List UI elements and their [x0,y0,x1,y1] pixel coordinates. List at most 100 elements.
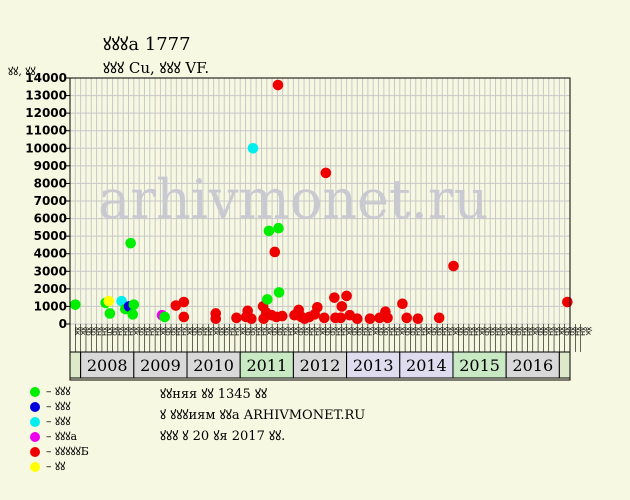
month-label: ꙋк [318,327,327,336]
month-label: ꙋн [493,327,502,336]
data-point [103,295,115,307]
month-label: ꙋн [525,327,534,336]
month-label: ꙋк [291,327,300,336]
month-label: ꙋк [584,327,593,336]
month-label: ꙋн [100,327,109,336]
y-tick-label: 3000 [34,264,67,278]
month-label: ꙋн [578,327,587,336]
data-point [258,313,269,325]
month-label: ꙋн [446,327,455,336]
month-label: ꙋр [461,327,470,336]
year-label: 2013 [353,356,394,375]
data-point [247,142,259,154]
month-label: ꙋр [89,327,98,336]
y-tick-label: 0 [59,317,67,331]
legend-item: – ꙋꙋꙋa [30,429,89,444]
month-label: ꙋк [344,327,353,336]
month-label: ꙋн [520,327,529,336]
month-label: ꙋн [366,327,375,336]
legend-swatch [30,461,40,472]
legend-label: – ꙋꙋꙋ [46,400,71,413]
year-band [186,351,241,379]
data-point [210,313,222,325]
month-label: ꙋн [552,327,561,336]
info-date: ꙋꙋꙋ ꙋ 20 ꙋя 2017 ꙋꙋ. [160,429,286,444]
data-point [70,299,81,310]
y-tick-label: 7000 [34,194,67,208]
y-tick-label: 9000 [34,159,67,173]
legend-label: – ꙋꙋꙋ [46,415,71,428]
data-points [70,79,573,325]
data-point [412,313,424,325]
month-label: ꙋк [398,327,407,336]
month-label: ꙋн [547,327,556,336]
y-axis-label: ꙋꙋ, ꙋꙋ [8,65,36,78]
legend-label: – ꙋꙋꙋ [46,385,71,398]
month-label: ꙋр [408,327,417,336]
legend-label: – ꙋꙋ [46,460,66,473]
year-band [80,351,135,379]
year-label: 2014 [406,356,447,375]
month-label: ꙋр [456,327,465,336]
data-point [562,296,573,308]
year-band [346,351,401,379]
year-label: 2016 [512,356,553,375]
month-label: ꙋк [238,327,247,336]
legend-swatch [30,431,40,442]
month-label: ꙋр [382,327,391,336]
y-tick-label: 8000 [34,176,67,190]
plot-frame [69,77,571,381]
month-label: ꙋр [568,327,577,336]
data-point [397,298,408,310]
month-axis: ꙋкꙋкꙋрꙋрꙋнꙋнꙋлꙋрꙋнꙋнꙋнꙋкꙋрꙋнꙋнꙋнꙋкꙋрꙋрꙋн… [69,324,593,352]
month-label: ꙋн [339,327,348,336]
month-label: ꙋн [206,327,215,336]
month-label: ꙋн [281,327,290,336]
month-label: ꙋр [541,327,550,336]
month-label: ꙋр [563,327,572,336]
legend-label: – ꙋꙋꙋa [46,430,78,443]
y-tick-label: 5000 [34,229,67,243]
year-label: 2010 [193,356,234,375]
legend: – ꙋꙋꙋ – ꙋꙋꙋ – ꙋꙋꙋ – ꙋꙋꙋa – ꙋꙋꙋꙋꙋБ – ꙋꙋ [30,384,89,474]
month-label: ꙋр [515,327,524,336]
month-label: ꙋн [142,327,151,336]
month-label: ꙋр [110,327,119,336]
legend-item: – ꙋꙋꙋꙋꙋБ [30,444,89,459]
data-point [364,313,376,325]
month-label: ꙋн [174,327,183,336]
month-label: ꙋк [477,327,486,336]
data-point [320,167,332,179]
month-label: ꙋр [243,327,252,336]
year-band [69,351,82,379]
data-point [263,225,275,237]
data-point [128,299,140,310]
month-label: ꙋн [259,327,268,336]
y-tick-label: 12000 [25,106,67,120]
y-tick-label: 13000 [25,89,67,103]
month-label: ꙋр [164,327,173,336]
month-label: ꙋн [334,327,343,336]
data-point [242,305,253,317]
y-tick-label: 14000 [25,71,67,85]
month-label: ꙋк [531,327,540,336]
y-tick-label: 11000 [25,124,67,138]
y-tick-label: 4000 [34,247,67,261]
chart-title: ꙋꙋꙋa 1777 [103,34,191,55]
year-label: 2009 [140,356,181,375]
month-label: ꙋр [217,327,226,336]
month-label: ꙋн [472,327,481,336]
month-label: ꙋн [419,327,428,336]
data-point [116,295,127,307]
month-label: ꙋр [403,327,412,336]
year-band [239,351,294,379]
legend-item: – ꙋꙋ [30,459,89,474]
data-point [178,296,190,308]
year-label: 2008 [87,356,128,375]
data-point [448,260,459,272]
data-point [276,310,288,322]
month-label: ꙋн [121,327,130,336]
month-label: ꙋк [371,327,380,336]
y-tick-label: 2000 [34,282,67,296]
chart-subtitle: ꙋꙋꙋ Cu, ꙋꙋꙋ VF. [103,59,210,77]
